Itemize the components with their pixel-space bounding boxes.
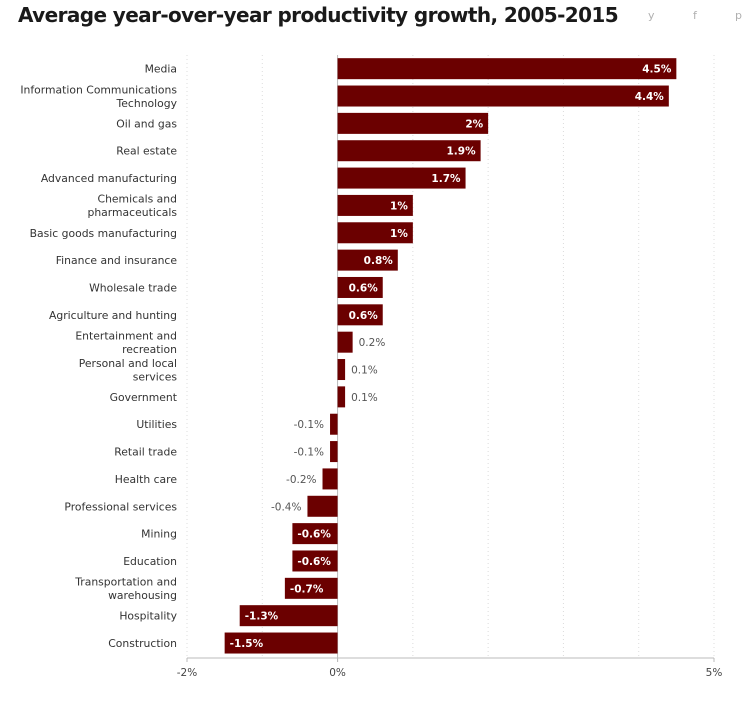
category-label: Entertainment and recreation — [75, 329, 177, 356]
category-label: Utilities — [136, 418, 177, 431]
value-label: -0.1% — [294, 447, 324, 459]
bar — [337, 85, 669, 107]
value-label: 2% — [465, 118, 483, 130]
category-label: Finance and insurance — [56, 254, 178, 267]
value-label: -0.2% — [286, 474, 316, 486]
category-label: Transportation and warehousing — [74, 576, 177, 603]
value-label: -1.5% — [230, 638, 264, 650]
category-label: Wholesale trade — [89, 281, 177, 294]
category-label: Basic goods manufacturing — [30, 227, 177, 240]
category-label: Information Communications Technology — [20, 83, 177, 110]
value-label: 0.1% — [351, 365, 378, 377]
value-label: 1% — [390, 228, 408, 240]
bar — [337, 276, 383, 298]
value-label: 4.5% — [642, 64, 672, 76]
bar — [337, 249, 398, 271]
value-label: -0.6% — [297, 529, 331, 541]
category-label: Professional services — [64, 500, 177, 513]
bar — [337, 222, 413, 244]
value-label: -0.4% — [271, 501, 301, 513]
value-label: -1.3% — [245, 611, 279, 623]
bar — [337, 194, 413, 216]
category-label: Mining — [141, 528, 177, 541]
value-label: 1.7% — [431, 173, 461, 185]
x-tick-label: 5% — [706, 667, 723, 679]
value-label: 0.1% — [351, 392, 378, 404]
category-label: Health care — [115, 473, 178, 486]
category-label: Media — [145, 63, 177, 76]
category-label: Education — [123, 555, 177, 568]
facebook-icon[interactable]: f — [693, 9, 697, 22]
value-label: 0.8% — [364, 255, 394, 267]
value-label: -0.1% — [294, 419, 324, 431]
value-label: -0.6% — [297, 556, 331, 568]
chart-title: Average year-over-year productivity grow… — [18, 3, 619, 27]
value-label: -0.7% — [290, 583, 324, 595]
category-label: Construction — [108, 637, 177, 650]
bar — [337, 386, 346, 408]
bar — [292, 550, 338, 572]
value-label: 4.4% — [635, 91, 665, 103]
category-label: Oil and gas — [116, 117, 177, 130]
twitter-icon[interactable]: y — [648, 9, 655, 22]
bar — [337, 167, 466, 189]
bar — [337, 331, 353, 353]
bar — [330, 441, 338, 463]
x-tick-label: 0% — [329, 667, 346, 679]
value-label: 1.9% — [446, 146, 476, 158]
bar — [307, 495, 338, 517]
bar — [322, 468, 338, 490]
category-label: Chemicals and pharmaceuticals — [87, 193, 177, 220]
bar — [330, 413, 338, 435]
bar — [337, 359, 346, 381]
bar — [337, 304, 383, 326]
bar — [224, 632, 338, 654]
category-label: Retail trade — [114, 446, 177, 459]
x-tick-label: -2% — [177, 667, 197, 679]
category-label: Personal and local services — [79, 357, 178, 384]
value-label: 0.6% — [349, 282, 379, 294]
bar — [284, 577, 338, 599]
bar — [337, 140, 481, 162]
category-label: Advanced manufacturing — [41, 172, 177, 185]
value-label: 0.2% — [359, 337, 386, 349]
bar — [239, 605, 338, 627]
category-label: Real estate — [116, 145, 177, 158]
bar — [292, 523, 338, 545]
pinterest-icon[interactable]: p — [735, 9, 742, 22]
category-label: Agriculture and hunting — [49, 309, 177, 322]
value-label: 0.6% — [349, 310, 379, 322]
category-label: Government — [110, 391, 177, 404]
value-label: 1% — [390, 200, 408, 212]
bar — [337, 112, 489, 134]
category-label: Hospitality — [119, 610, 177, 623]
bar — [337, 58, 677, 80]
